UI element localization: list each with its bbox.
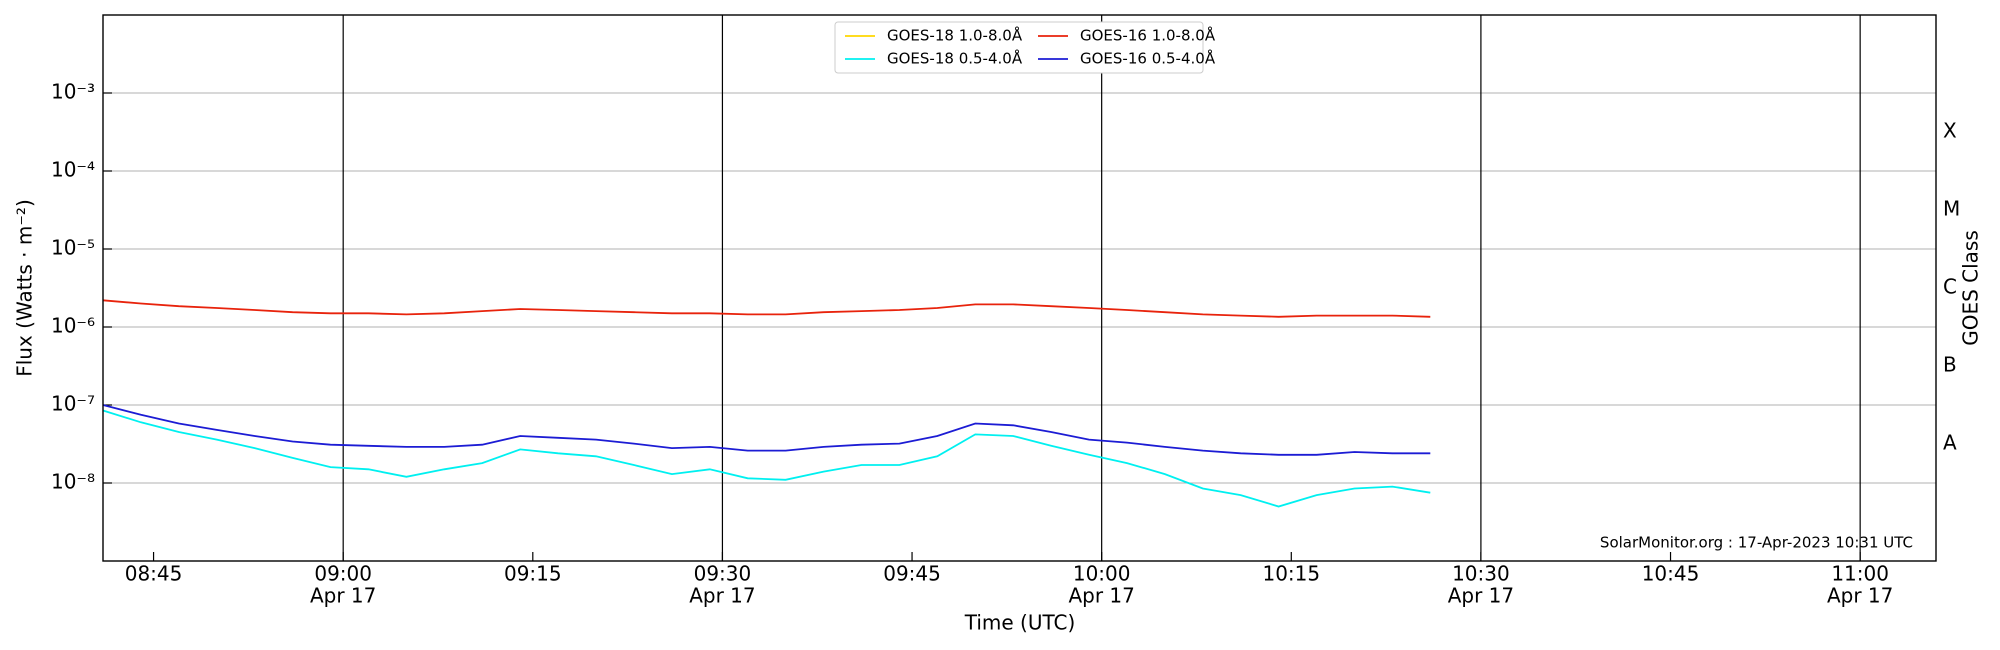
legend-label: GOES-16 1.0-8.0Å: [1080, 26, 1216, 45]
y-tick-label: 10⁻⁴: [51, 158, 95, 182]
y-tick-label: 10⁻⁸: [51, 470, 95, 494]
legend-label: GOES-18 1.0-8.0Å: [887, 26, 1023, 45]
y2-axis-label: GOES Class: [1959, 230, 1983, 346]
x-tick-label: 08:45: [125, 562, 183, 586]
x-tick-label: 09:00: [314, 562, 372, 586]
x-tick-label: Apr 17: [1068, 584, 1134, 608]
x-axis-label: Time (UTC): [964, 611, 1076, 635]
y-tick-label: 10⁻³: [51, 80, 95, 104]
x-tick-label: 09:30: [694, 562, 752, 586]
x-tick-label: Apr 17: [1827, 584, 1893, 608]
x-tick-label: 09:45: [883, 562, 941, 586]
plot-frame: [102, 14, 1937, 562]
series-line: [102, 409, 1431, 508]
x-tick-label: Apr 17: [310, 584, 376, 608]
x-tick-label: 10:45: [1642, 562, 1700, 586]
series-line: [102, 299, 1431, 318]
x-tick-label: 09:15: [504, 562, 562, 586]
annotation: SolarMonitor.org : 17-Apr-2023 10:31 UTC: [1600, 534, 1913, 552]
y2-tick-label: C: [1943, 275, 1957, 299]
y2-tick-label: A: [1943, 431, 1957, 455]
legend-label: GOES-18 0.5-4.0Å: [887, 49, 1023, 68]
legend-box: [834, 21, 1204, 74]
series-line: [102, 404, 1431, 456]
x-tick-label: 11:00: [1831, 562, 1889, 586]
x-tick-label: Apr 17: [689, 584, 755, 608]
y2-tick-label: M: [1943, 197, 1960, 221]
y2-tick-label: X: [1943, 119, 1957, 143]
y-tick-label: 10⁻⁶: [51, 314, 95, 338]
x-tick-label: 10:15: [1262, 562, 1320, 586]
x-tick-label: Apr 17: [1448, 584, 1514, 608]
y-axis-label: Flux (Watts · m⁻²): [13, 199, 37, 377]
y2-tick-label: B: [1943, 353, 1957, 377]
y-tick-label: 10⁻⁷: [51, 392, 95, 416]
x-tick-label: 10:00: [1073, 562, 1131, 586]
y-tick-label: 10⁻⁵: [51, 236, 95, 260]
x-tick-label: 10:30: [1452, 562, 1510, 586]
legend-label: GOES-16 0.5-4.0Å: [1080, 49, 1216, 68]
